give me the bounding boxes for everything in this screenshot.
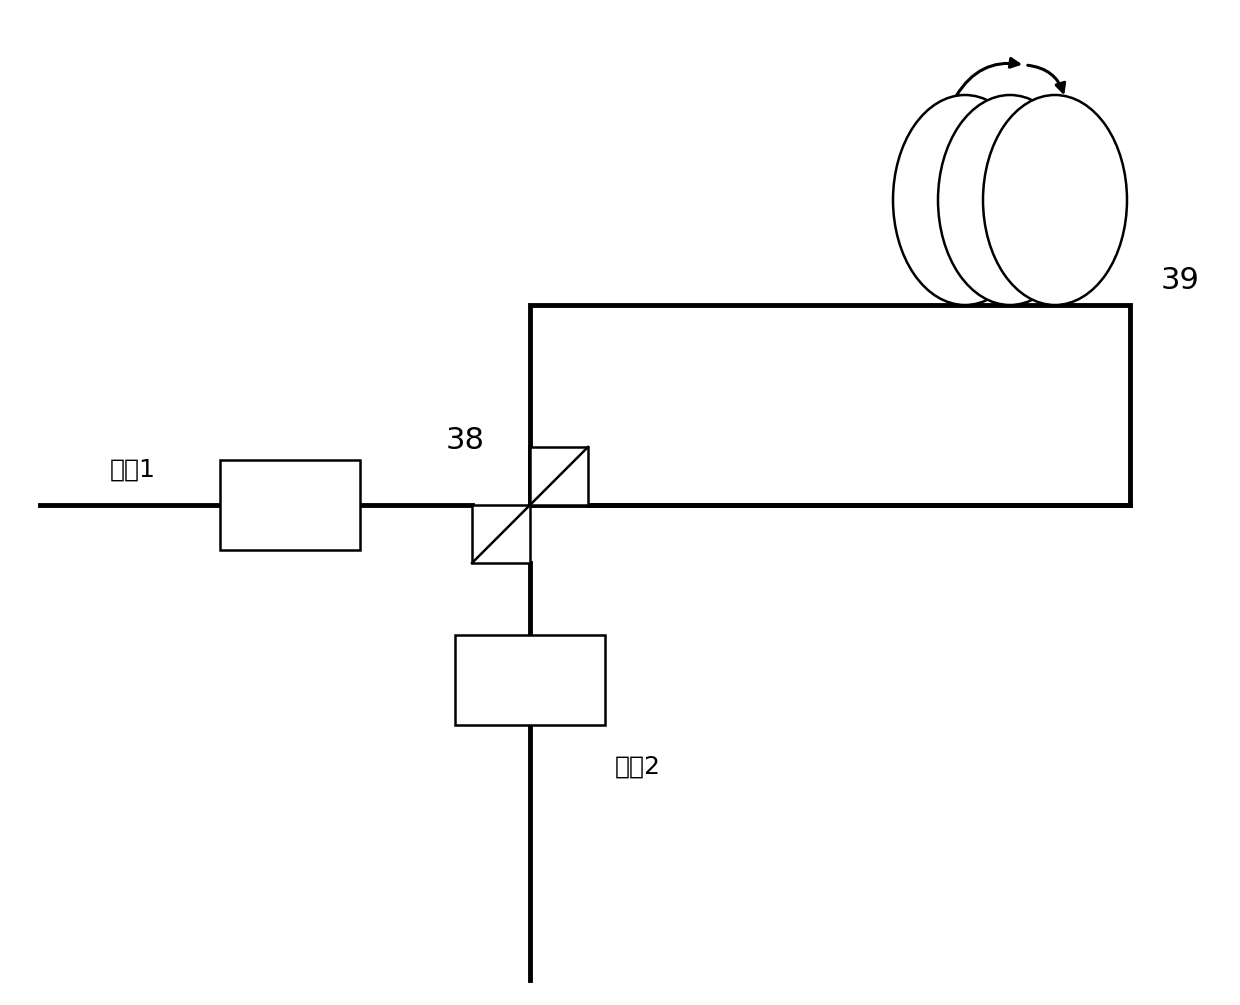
Ellipse shape <box>893 95 1037 305</box>
Text: 连接1: 连接1 <box>110 458 156 482</box>
Text: 39: 39 <box>1161 265 1199 294</box>
Ellipse shape <box>937 95 1083 305</box>
Text: 40: 40 <box>511 665 549 694</box>
Ellipse shape <box>983 95 1127 305</box>
Text: 连接2: 连接2 <box>615 755 661 779</box>
Text: 37: 37 <box>270 490 310 520</box>
FancyBboxPatch shape <box>455 635 605 725</box>
FancyBboxPatch shape <box>529 305 1130 505</box>
FancyBboxPatch shape <box>219 460 360 550</box>
Text: 38: 38 <box>445 425 485 454</box>
FancyBboxPatch shape <box>472 505 529 563</box>
FancyBboxPatch shape <box>529 447 588 505</box>
